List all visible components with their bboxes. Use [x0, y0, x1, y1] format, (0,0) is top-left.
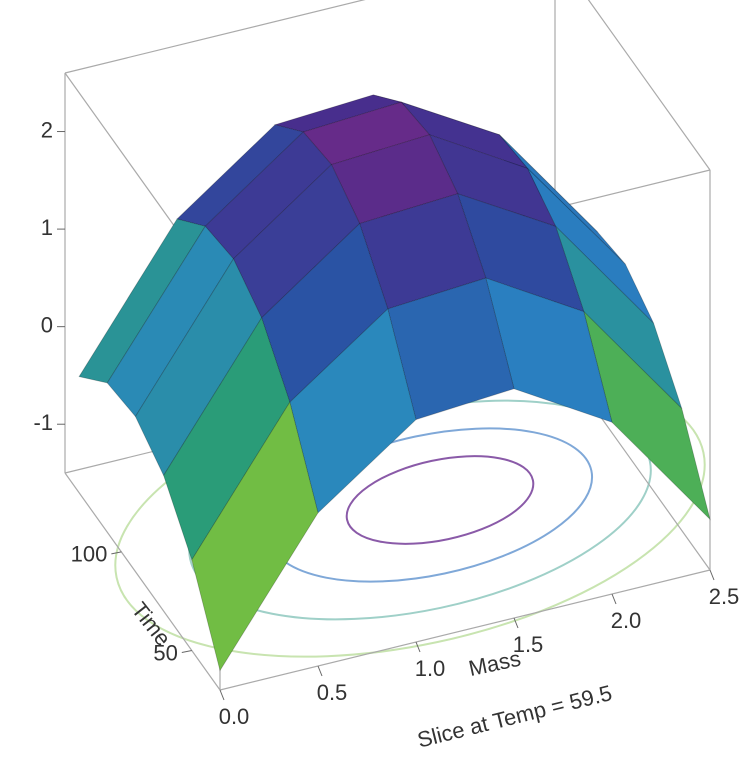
axes: -1 0 1 2 0.0 0.5 1.0 1.5 2.0 2.5 50 100 [33, 117, 739, 728]
surface-cell [400, 101, 529, 170]
x-tick-label: 2.0 [611, 608, 642, 633]
z-tick-label: -1 [33, 410, 53, 435]
x-tick [513, 617, 519, 629]
surface-cell [261, 222, 389, 403]
y-tick [111, 551, 122, 555]
y-tick-label: 50 [153, 640, 177, 665]
y-tick-label: 100 [71, 542, 108, 567]
box-edge [219, 569, 711, 691]
box-edge [587, 0, 711, 171]
x-tick-label: 0.5 [317, 680, 348, 705]
z-tick-label: 1 [41, 215, 53, 240]
z-tick-label: 2 [41, 117, 53, 142]
x-tick [415, 641, 421, 653]
y-tick [181, 650, 192, 654]
surface-cell [485, 277, 613, 423]
x-tick [611, 593, 617, 605]
x-tick-label: 1.5 [513, 632, 544, 657]
box-edge [64, 0, 366, 74]
box-edge [64, 472, 221, 691]
x-tick-label: 0.0 [219, 704, 250, 729]
z-tick-label: 0 [41, 312, 53, 337]
surface [78, 94, 711, 672]
x-tick-label: 1.0 [415, 656, 446, 681]
surface-cell [191, 401, 319, 672]
surface-cell [289, 308, 417, 514]
surface-cell [387, 277, 515, 421]
x-tick [317, 665, 323, 677]
x-tick [219, 689, 225, 701]
x-tick-label: 2.5 [709, 584, 740, 609]
x-tick [709, 569, 715, 581]
